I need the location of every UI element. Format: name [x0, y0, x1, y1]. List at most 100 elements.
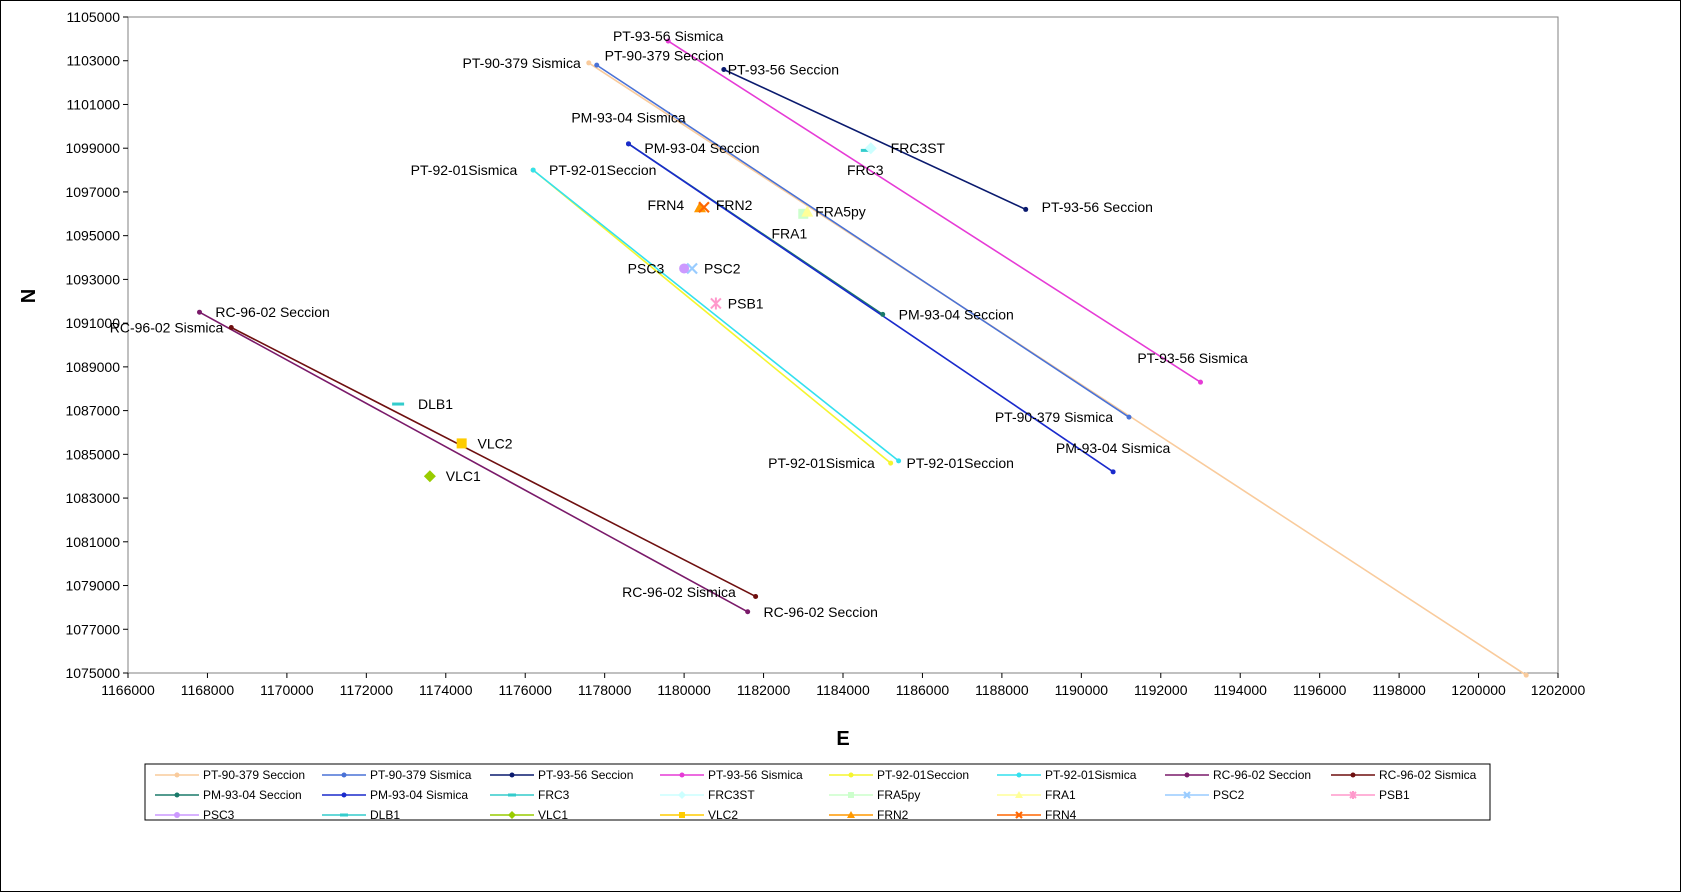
data-point	[341, 792, 347, 798]
series-line	[723, 68, 1027, 211]
legend-label: PM-93-04 Sismica	[370, 788, 468, 802]
x-tick-label: 1170000	[260, 682, 314, 698]
data-point	[392, 402, 405, 406]
x-tick-label: 1182000	[737, 682, 791, 698]
legend-label: FRC3	[538, 788, 570, 802]
x-tick-label: 1184000	[816, 682, 870, 698]
point-label: PT-92-01Seccion	[907, 455, 1014, 471]
legend-item: RC-96-02 Seccion	[1165, 768, 1311, 782]
x-tick-label: 1166000	[101, 682, 155, 698]
point-label: PSC2	[704, 260, 741, 276]
series-line	[199, 311, 749, 613]
point-label: PT-92-01Sismica	[768, 455, 875, 471]
y-tick-label: 1105000	[67, 9, 121, 25]
data-point	[880, 311, 886, 317]
legend-item: FRA1	[997, 788, 1076, 802]
data-point	[174, 772, 180, 778]
data-point	[679, 812, 685, 818]
legend-item: PSB1	[1331, 788, 1410, 802]
data-point	[1198, 379, 1203, 385]
y-tick-label: 1077000	[65, 621, 120, 637]
point-label: RC-96-02 Seccion	[764, 604, 878, 620]
series-line	[667, 40, 1201, 383]
y-tick-label: 1091000	[65, 315, 120, 331]
point-label: FRN4	[648, 197, 685, 213]
point-label: PSC3	[628, 260, 665, 276]
data-point	[174, 792, 180, 798]
y-tick-label: 1101000	[67, 96, 121, 112]
legend-box	[144, 763, 1491, 821]
data-point	[710, 297, 722, 310]
legend-label: VLC1	[538, 808, 568, 822]
point-label: RC-96-02 Seccion	[215, 304, 329, 320]
legend-item: DLB1	[322, 808, 400, 822]
data-point	[686, 262, 698, 275]
markers	[197, 38, 1529, 678]
series-line	[628, 143, 1114, 473]
x-tick-label: 1196000	[1293, 682, 1347, 698]
legend-label: PT-93-56 Sismica	[708, 768, 803, 782]
point-label: RC-96-02 Sismica	[110, 320, 224, 336]
legend-item: PM-93-04 Sismica	[322, 788, 468, 802]
legend-item: RC-96-02 Sismica	[1331, 768, 1477, 782]
point-label: PT-93-56 Seccion	[728, 61, 839, 77]
legend-label: PSB1	[1379, 788, 1410, 802]
point-label: VLC2	[478, 435, 513, 451]
data-point	[1126, 414, 1132, 420]
y-axis-title: N	[18, 289, 40, 303]
legend-item: FRN4	[997, 808, 1077, 822]
x-tick-label: 1172000	[340, 682, 394, 698]
legend-label: PSC3	[203, 808, 235, 822]
data-point	[626, 141, 631, 147]
data-point	[888, 460, 894, 466]
data-point	[721, 66, 727, 72]
point-label: RC-96-02 Sismica	[622, 584, 736, 600]
series-lines	[199, 40, 1527, 676]
legend-item: VLC1	[490, 808, 568, 822]
point-label: FRA1	[772, 225, 808, 241]
data-point	[678, 791, 686, 799]
x-tick-label: 1174000	[419, 682, 473, 698]
data-point	[340, 813, 348, 817]
x-tick-label: 1192000	[1134, 682, 1188, 698]
data-point	[753, 593, 759, 599]
legend-label: PM-93-04 Seccion	[203, 788, 302, 802]
legend-item: PM-93-04 Seccion	[155, 788, 302, 802]
data-point	[586, 60, 592, 66]
point-label: PT-93-56 Seccion	[1042, 199, 1153, 215]
point-label: DLB1	[418, 396, 453, 412]
legend-label: FRC3ST	[708, 788, 755, 802]
legend-label: PT-92-01Seccion	[877, 768, 969, 782]
legend-item: VLC2	[660, 808, 738, 822]
data-point	[174, 812, 180, 818]
legend-item: PT-90-379 Seccion	[155, 768, 305, 782]
x-axis-title: E	[836, 728, 849, 750]
y-tick-label: 1095000	[65, 228, 120, 244]
series-line	[596, 64, 1130, 418]
legend-label: PT-92-01Sismica	[1045, 768, 1137, 782]
legend-label: PSC2	[1213, 788, 1245, 802]
legend-item: FRN2	[829, 808, 909, 822]
data-point	[847, 811, 855, 818]
y-tick-label: 1085000	[65, 446, 120, 462]
data-point	[1110, 469, 1116, 475]
data-point	[1023, 206, 1029, 212]
data-point	[860, 148, 873, 152]
legend-item: FRC3	[490, 788, 570, 802]
legend-label: DLB1	[370, 808, 400, 822]
x-tick-label: 1198000	[1372, 682, 1426, 698]
point-label: FRC3ST	[891, 140, 946, 156]
x-tick-label: 1178000	[578, 682, 632, 698]
point-label: PT-90-379 Seccion	[605, 48, 724, 64]
data-point	[896, 458, 902, 464]
point-label: VLC1	[446, 468, 481, 484]
legend-item: FRC3ST	[660, 788, 755, 802]
data-point	[848, 772, 854, 778]
data-point	[1349, 791, 1357, 799]
x-tick-label: 1200000	[1451, 682, 1506, 698]
data-point	[423, 470, 436, 483]
data-point	[745, 609, 751, 615]
data-point	[848, 792, 854, 798]
x-tick-label: 1194000	[1213, 682, 1267, 698]
